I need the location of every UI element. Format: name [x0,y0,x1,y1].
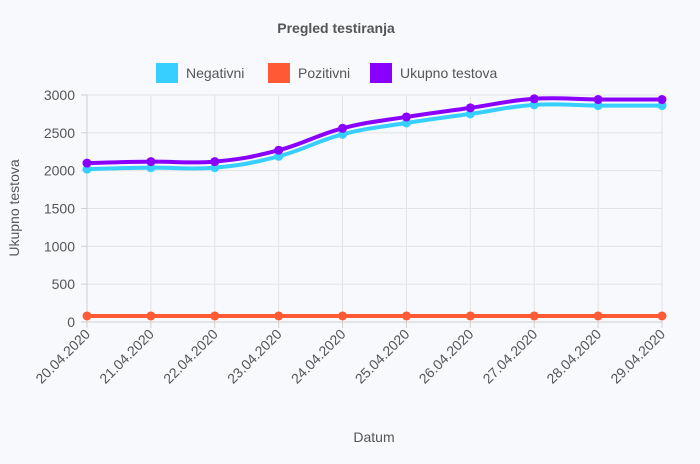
y-tick-label: 3000 [44,87,75,103]
x-tick-label: 23.04.2020 [224,326,285,387]
data-point [401,112,411,122]
x-tick-label: 26.04.2020 [416,326,477,387]
x-tick-label: 29.04.2020 [607,326,668,387]
legend-item: Negativni [156,63,244,83]
data-point [657,311,667,321]
series-ukupno-testova [82,94,667,168]
data-point [465,103,475,113]
data-point [338,123,348,133]
data-point [529,94,539,104]
data-point [465,311,475,321]
data-point [401,311,411,321]
data-point [210,311,220,321]
legend-swatch [370,63,392,83]
series-negativni [82,100,667,174]
legend-label: Negativni [186,65,244,81]
data-point [82,311,92,321]
data-point [593,311,603,321]
series-line [85,102,664,172]
y-axis-label: Ukupno testova [6,159,22,256]
legend-item: Pozitivni [268,63,350,83]
data-point [274,145,284,155]
y-tick-label: 0 [67,314,75,330]
data-point [210,157,220,167]
data-point [593,95,603,105]
legend: Negativni Pozitivni Ukupno testova [156,63,497,83]
y-tick-label: 1000 [44,238,75,254]
series-pozitivni [82,311,667,321]
legend-swatch [156,63,178,83]
x-tick-label: 28.04.2020 [543,326,604,387]
legend-item: Ukupno testova [370,63,497,83]
legend-label: Ukupno testova [400,65,497,81]
x-tick-label: 21.04.2020 [96,326,157,387]
data-point [146,157,156,167]
x-tick-label: 27.04.2020 [479,326,540,387]
data-point [82,158,92,168]
chart-title: Pregled testiranja [277,20,395,36]
x-axis-label: Datum [353,429,394,445]
y-tick-label: 2000 [44,163,75,179]
legend-swatch [268,63,290,83]
x-tick-label: 20.04.2020 [32,326,93,387]
data-point [529,311,539,321]
data-point [657,95,667,105]
y-tick-label: 2500 [44,125,75,141]
x-tick-label: 24.04.2020 [288,326,349,387]
y-tick-label: 1500 [44,201,75,217]
series-line [85,96,664,166]
data-point [338,311,348,321]
series-group [82,94,667,321]
x-tick-label: 22.04.2020 [160,326,221,387]
legend-label: Pozitivni [298,65,350,81]
y-tick-label: 500 [52,276,76,292]
x-tick-label: 25.04.2020 [352,326,413,387]
data-point [146,311,156,321]
data-point [274,311,284,321]
